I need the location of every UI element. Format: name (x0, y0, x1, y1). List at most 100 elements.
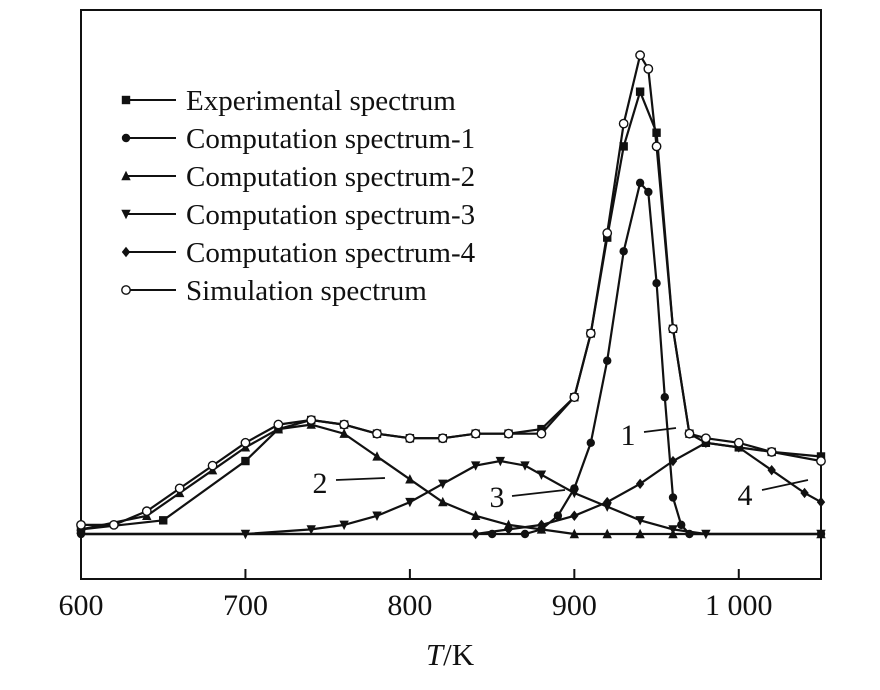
data-point (438, 479, 448, 490)
series-5 (76, 437, 826, 540)
plot-frame (80, 9, 822, 580)
data-point (668, 493, 678, 502)
annotation-label: 2 (313, 467, 328, 500)
data-point (470, 428, 481, 439)
annotation-label: 4 (738, 479, 753, 512)
x-tick-label: 1 000 (705, 589, 773, 622)
data-point (536, 470, 547, 480)
data-point (618, 118, 629, 129)
series-6 (76, 50, 826, 530)
data-point (603, 496, 612, 508)
data-point (684, 428, 695, 439)
data-point (570, 510, 579, 521)
series-line (81, 459, 821, 536)
data-point (602, 528, 612, 539)
data-point (569, 392, 580, 403)
data-point (504, 524, 513, 535)
annotation-layer: 1 2 3 4 (313, 419, 809, 514)
data-point (816, 529, 826, 540)
data-point (586, 438, 595, 447)
x-axis-ticks: 600 700 800 900 1 000 (59, 569, 773, 622)
data-point (668, 323, 678, 334)
data-point (603, 356, 612, 365)
legend-entry: Computation spectrum-2 (121, 161, 475, 193)
data-point (585, 328, 596, 339)
data-point (437, 433, 448, 444)
data-point (701, 529, 711, 540)
data-point (495, 456, 506, 467)
legend-entry: Computation spectrum-1 (121, 123, 475, 155)
x-tick-label: 800 (387, 589, 432, 622)
series-line (81, 180, 821, 536)
data-point (619, 142, 628, 151)
data-point (660, 393, 669, 402)
data-point (372, 451, 382, 461)
data-point (273, 419, 284, 430)
data-point (635, 87, 645, 96)
data-point (553, 511, 563, 520)
data-point (503, 428, 514, 439)
data-point (306, 525, 316, 535)
data-point (471, 528, 480, 540)
data-point (644, 187, 653, 197)
data-point (306, 415, 317, 425)
legend-entry: Simulation spectrum (121, 275, 427, 307)
legend-entry: Computation spectrum-4 (121, 237, 476, 269)
data-point (241, 456, 250, 466)
data-point (619, 247, 628, 256)
data-point (602, 228, 613, 238)
data-point (141, 506, 152, 517)
data-point (405, 474, 415, 484)
data-point (372, 428, 382, 439)
legend-marker (121, 170, 131, 181)
series-line (81, 52, 822, 527)
data-point (733, 437, 744, 448)
series-4 (76, 456, 826, 540)
legend-label: Computation spectrum-3 (186, 199, 475, 231)
data-point (520, 461, 530, 471)
data-point (438, 496, 448, 507)
legend-marker (121, 133, 131, 143)
legend: Experimental spectrum Computation spectru… (121, 85, 476, 307)
data-point (816, 496, 826, 508)
x-axis-label: T/K (426, 637, 475, 672)
data-point (635, 528, 645, 539)
data-point (635, 516, 645, 526)
data-point (652, 279, 661, 288)
annotation-label: 3 (490, 481, 505, 514)
data-point (108, 519, 119, 530)
data-point (174, 483, 185, 494)
data-point (207, 460, 218, 471)
data-point (766, 447, 777, 457)
data-point (635, 178, 645, 188)
data-point (569, 488, 580, 499)
data-point (536, 428, 547, 439)
series-line (81, 441, 822, 536)
data-point (635, 478, 645, 490)
data-point (767, 464, 776, 476)
legend-marker (121, 285, 131, 295)
data-point (240, 437, 251, 448)
legend-marker (121, 209, 131, 220)
annotation-leader (335, 477, 386, 481)
series-layer (76, 50, 826, 540)
annotation-label: 1 (621, 419, 636, 452)
data-point (569, 528, 580, 539)
series-line (80, 88, 822, 531)
x-tick-label: 700 (223, 589, 268, 622)
data-point (339, 419, 350, 430)
annotation-leader (643, 427, 677, 433)
data-point (700, 433, 711, 444)
data-point (405, 497, 415, 508)
legend-entry: Computation spectrum-3 (121, 199, 475, 231)
x-tick-label: 600 (59, 589, 104, 622)
data-point (339, 520, 349, 531)
legend-marker (121, 95, 131, 105)
data-point (76, 519, 86, 530)
data-point (643, 63, 654, 74)
legend-label: Computation spectrum-1 (186, 123, 475, 155)
data-point (372, 511, 382, 521)
data-point (537, 519, 546, 531)
annotation-leader (761, 479, 809, 491)
